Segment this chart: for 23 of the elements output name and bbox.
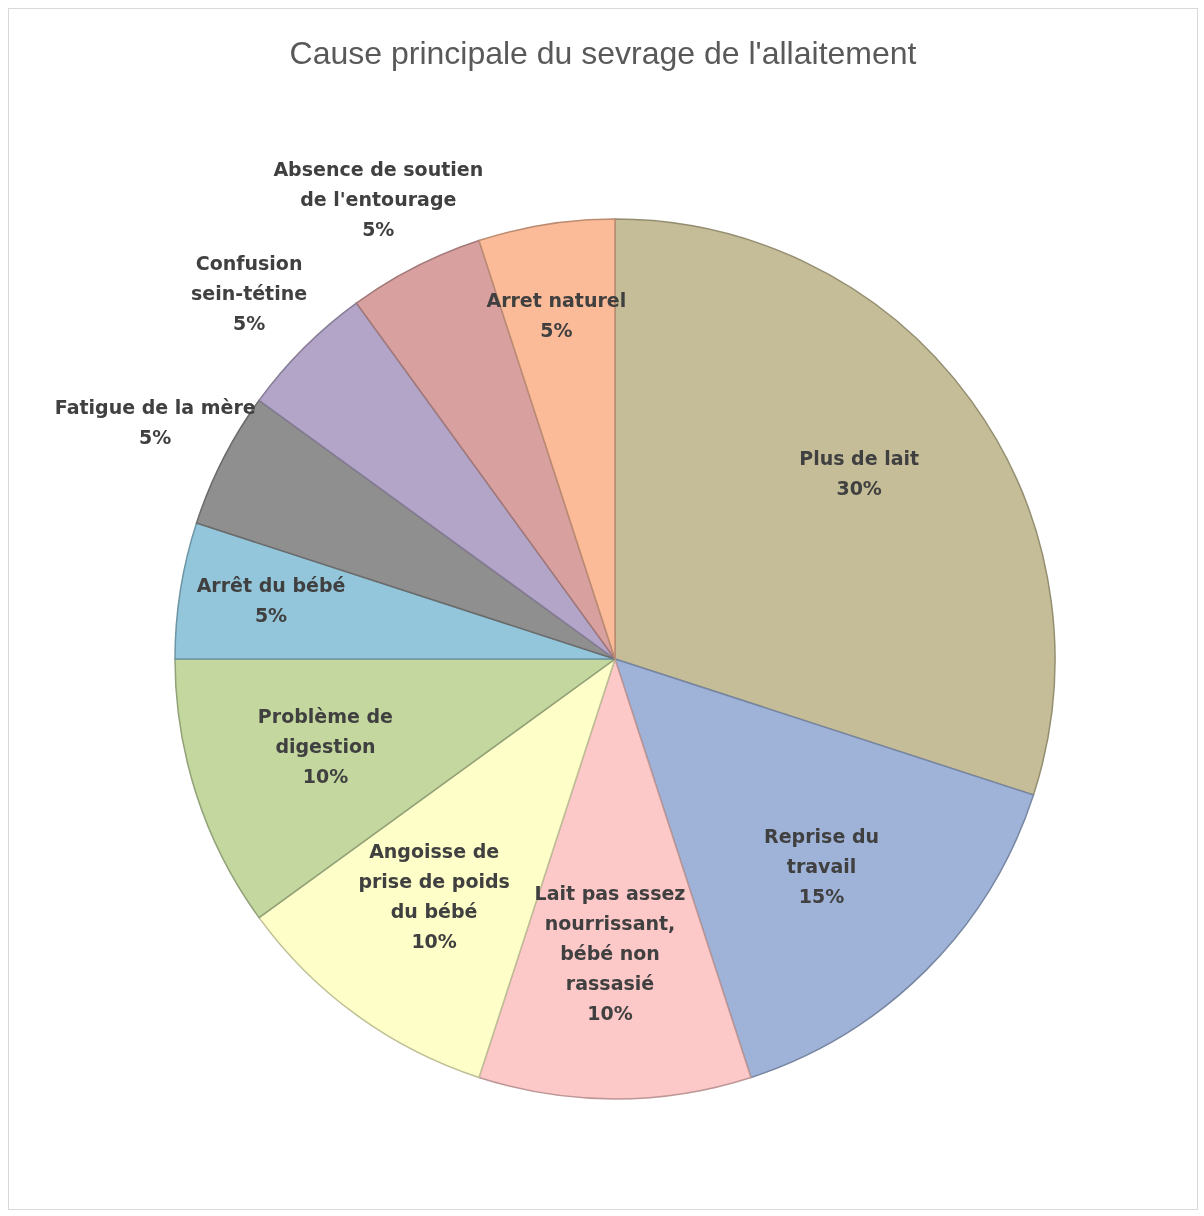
data-label: 5% (362, 218, 395, 241)
pie-slice (174, 522, 616, 660)
slice-label: Problème de digestion (257, 705, 394, 758)
data-label: 5% (540, 319, 573, 342)
data-label: 10% (587, 1002, 633, 1025)
slice-label: Absence de soutien de l'entourage (273, 158, 484, 211)
slice-label: Arrêt du bébé (196, 574, 346, 597)
slice-label: Fatigue de la mère (54, 396, 256, 419)
slice-label: Arret naturel (486, 289, 627, 312)
data-label: 15% (798, 884, 845, 907)
data-label: 10% (411, 930, 457, 953)
data-label: 5% (232, 312, 266, 335)
data-label: 30% (836, 476, 882, 499)
slice-label: Plus de lait (799, 446, 920, 469)
slice-label: Reprise du travail (764, 824, 880, 877)
chart-title: Cause principale du sevrage de l'allaitement (288, 35, 918, 72)
slice-label: Confusion sein-tétine (191, 252, 308, 305)
data-label: 10% (302, 765, 349, 788)
data-label: 5% (254, 604, 288, 627)
slice-label: Angoisse de prise de poids du bébé (358, 840, 510, 923)
slice-label: Lait pas assez nourrissant, bébé non rassasié (534, 882, 686, 995)
pie-slice (195, 399, 616, 660)
data-label: 5% (139, 426, 172, 449)
